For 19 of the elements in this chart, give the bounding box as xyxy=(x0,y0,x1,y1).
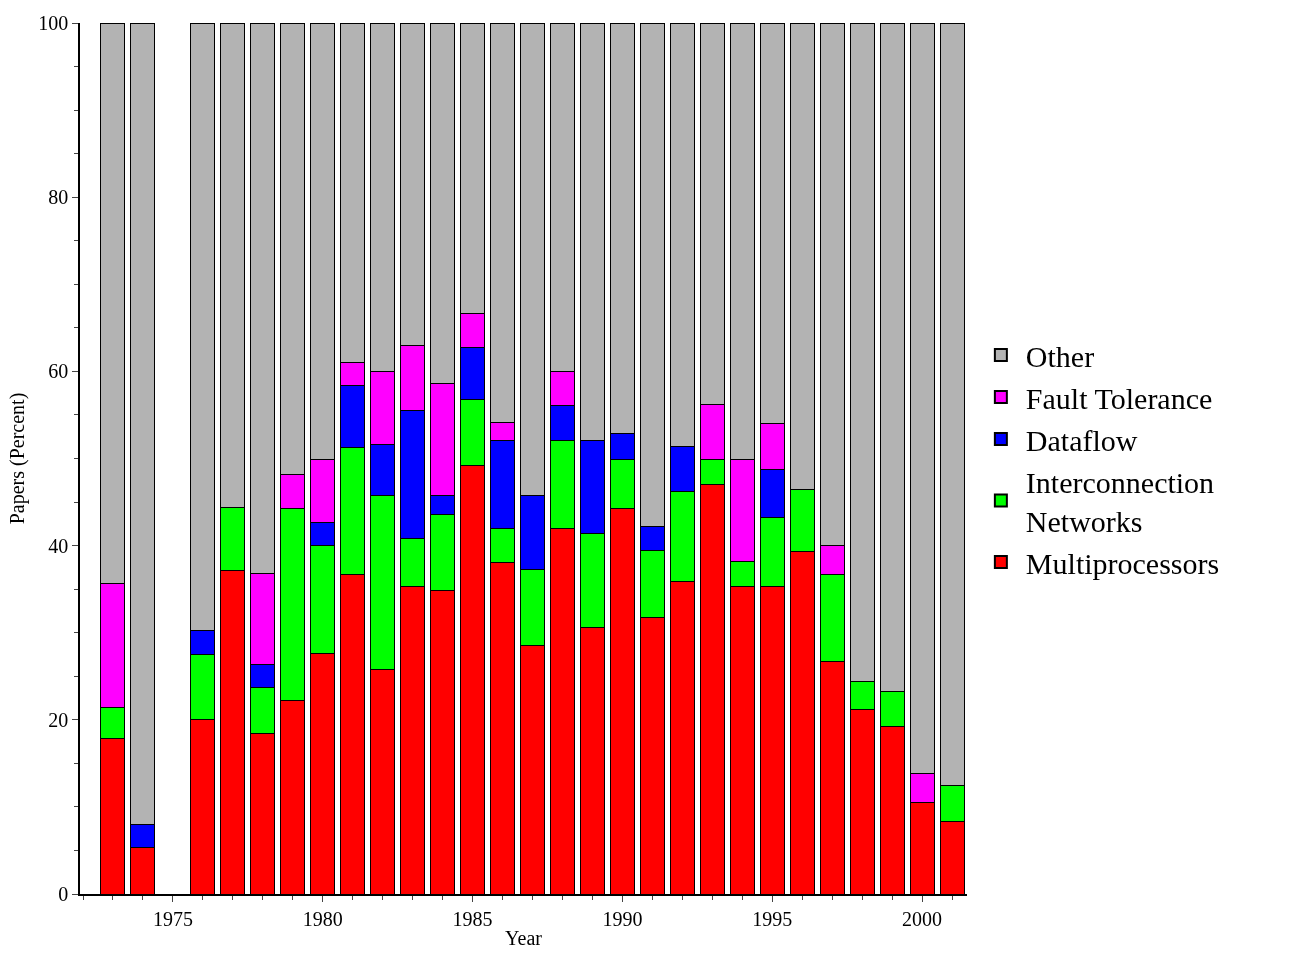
y-axis-title: Papers (Percent) xyxy=(6,392,30,525)
x-tick-label: 2000 xyxy=(902,907,943,930)
legend-label: Dataflow xyxy=(1025,423,1138,457)
x-tick-label: 1990 xyxy=(602,907,643,930)
x-axis-title: Year xyxy=(505,926,543,949)
x-tick-label: 1985 xyxy=(452,907,493,930)
y-tick-label: 80 xyxy=(48,186,69,209)
y-tick-label: 20 xyxy=(48,708,69,731)
x-tick-label: 1995 xyxy=(752,907,793,930)
legend-label: Other xyxy=(1025,339,1095,373)
legend-label: Fault Tolerance xyxy=(1025,381,1213,415)
x-tick-label: 1975 xyxy=(152,907,193,930)
y-tick-label: 100 xyxy=(38,12,69,34)
y-tick-label: 60 xyxy=(48,360,69,383)
legend-label: Multiprocessors xyxy=(1025,546,1220,580)
legend-label: Interconnection Networks xyxy=(1025,465,1215,538)
y-tick-label: 40 xyxy=(48,534,69,557)
y-tick-label: 0 xyxy=(58,883,69,905)
x-tick-label: 1980 xyxy=(302,907,343,930)
